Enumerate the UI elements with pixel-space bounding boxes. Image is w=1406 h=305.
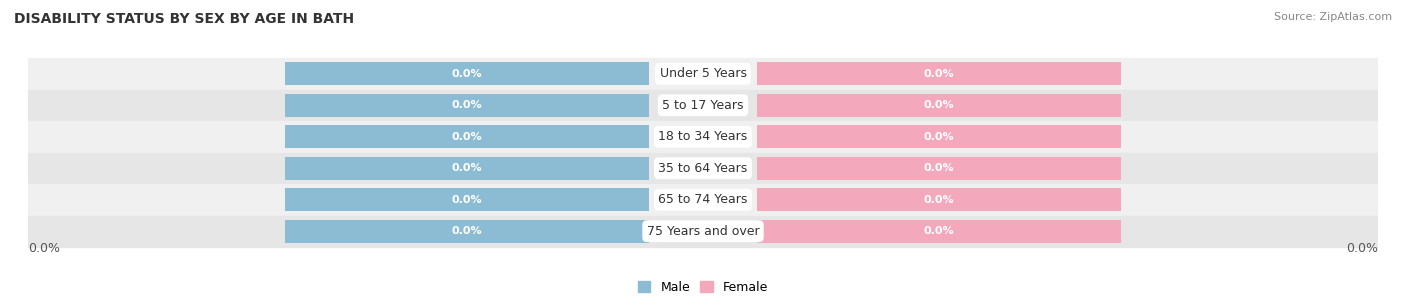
Text: 0.0%: 0.0% bbox=[451, 163, 482, 173]
Text: 0.0%: 0.0% bbox=[451, 69, 482, 79]
Bar bbox=[284, 188, 650, 211]
Bar bbox=[284, 94, 650, 117]
Bar bbox=[28, 121, 1378, 152]
Bar bbox=[284, 63, 650, 85]
Text: 18 to 34 Years: 18 to 34 Years bbox=[658, 130, 748, 143]
Text: 0.0%: 0.0% bbox=[1346, 242, 1378, 255]
Text: 75 Years and over: 75 Years and over bbox=[647, 225, 759, 238]
Bar bbox=[284, 125, 650, 148]
Bar bbox=[28, 153, 1378, 184]
Bar bbox=[756, 63, 1122, 85]
Bar bbox=[756, 188, 1122, 211]
Text: 35 to 64 Years: 35 to 64 Years bbox=[658, 162, 748, 175]
Bar bbox=[28, 58, 1378, 89]
Text: 0.0%: 0.0% bbox=[451, 195, 482, 205]
Bar bbox=[756, 220, 1122, 242]
Text: 0.0%: 0.0% bbox=[924, 132, 955, 142]
Text: 0.0%: 0.0% bbox=[451, 132, 482, 142]
Bar bbox=[756, 125, 1122, 148]
Text: 0.0%: 0.0% bbox=[28, 242, 60, 255]
Bar bbox=[756, 94, 1122, 117]
Text: 0.0%: 0.0% bbox=[924, 163, 955, 173]
Text: 5 to 17 Years: 5 to 17 Years bbox=[662, 99, 744, 112]
Text: 0.0%: 0.0% bbox=[924, 226, 955, 236]
Bar bbox=[284, 220, 650, 242]
Text: 0.0%: 0.0% bbox=[451, 100, 482, 110]
Bar bbox=[284, 157, 650, 180]
Text: DISABILITY STATUS BY SEX BY AGE IN BATH: DISABILITY STATUS BY SEX BY AGE IN BATH bbox=[14, 12, 354, 26]
Text: 0.0%: 0.0% bbox=[924, 195, 955, 205]
Text: 65 to 74 Years: 65 to 74 Years bbox=[658, 193, 748, 206]
Text: 0.0%: 0.0% bbox=[924, 69, 955, 79]
Bar bbox=[756, 157, 1122, 180]
Text: 0.0%: 0.0% bbox=[924, 100, 955, 110]
Bar bbox=[28, 184, 1378, 215]
Text: Source: ZipAtlas.com: Source: ZipAtlas.com bbox=[1274, 12, 1392, 22]
Bar bbox=[28, 90, 1378, 121]
Text: 0.0%: 0.0% bbox=[451, 226, 482, 236]
Bar bbox=[28, 216, 1378, 247]
Legend: Male, Female: Male, Female bbox=[633, 275, 773, 299]
Text: Under 5 Years: Under 5 Years bbox=[659, 67, 747, 80]
